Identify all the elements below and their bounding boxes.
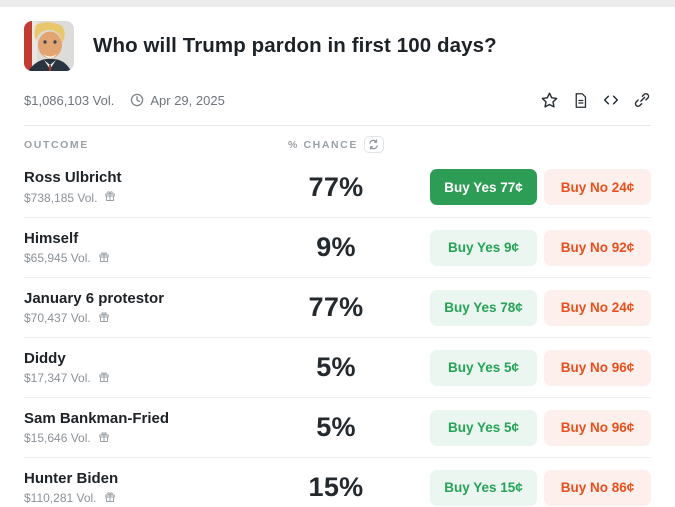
chance-value: 9% [316, 232, 356, 262]
outcome-name: Himself [24, 229, 79, 247]
outcome-name: Diddy [24, 349, 66, 367]
gift-icon [98, 311, 110, 326]
row-actions: Buy Yes 5¢ Buy No 96¢ [416, 349, 651, 386]
buy-yes-button[interactable]: Buy Yes 15¢ [430, 469, 537, 506]
buy-no-button[interactable]: Buy No 86¢ [544, 469, 651, 506]
market-end-date: Apr 29, 2025 [130, 92, 225, 108]
outcome-column-header: OUTCOME [24, 138, 89, 151]
outcome-row: Sam Bankman-Fried $15,646 Vol. 5% Buy Ye… [24, 397, 651, 457]
gift-icon [98, 431, 110, 446]
row-actions: Buy Yes 77¢ Buy No 24¢ [416, 169, 651, 205]
outcome-cell: Sam Bankman-Fried $15,646 Vol. [24, 410, 256, 446]
outcome-row: Ross Ulbricht $738,185 Vol. 77% Buy Yes … [24, 157, 651, 217]
buy-yes-button[interactable]: Buy Yes 77¢ [430, 169, 537, 205]
trump-avatar-image [24, 21, 74, 71]
buy-no-button[interactable]: Buy No 96¢ [544, 409, 651, 446]
market-volume: $1,086,103 Vol. [24, 92, 115, 108]
chance-value: 5% [316, 412, 356, 442]
page-title: Who will Trump pardon in first 100 days? [93, 34, 497, 57]
chance-value: 15% [308, 472, 364, 502]
table-header: OUTCOME % CHANCE [24, 126, 651, 157]
window-top-edge [0, 0, 675, 7]
buy-yes-button[interactable]: Buy Yes 5¢ [430, 409, 537, 446]
chance-value: 5% [316, 352, 356, 382]
row-actions: Buy Yes 5¢ Buy No 96¢ [416, 409, 651, 446]
star-icon[interactable] [540, 91, 559, 110]
clock-icon [130, 93, 144, 107]
outcome-name: Sam Bankman-Fried [24, 409, 170, 427]
buy-yes-button[interactable]: Buy Yes 5¢ [430, 349, 537, 386]
outcome-name: Ross Ulbricht [24, 169, 122, 186]
row-actions: Buy Yes 15¢ Buy No 86¢ [416, 469, 651, 506]
buy-yes-button[interactable]: Buy Yes 78¢ [430, 289, 537, 326]
refresh-icon[interactable] [363, 136, 384, 153]
end-date-label: Apr 29, 2025 [150, 92, 225, 108]
market-actions [540, 91, 651, 110]
outcome-volume: $738,185 Vol. [24, 190, 256, 205]
market-meta: $1,086,103 Vol. Apr 29, 2025 [24, 90, 651, 110]
outcome-row: Diddy $17,347 Vol. 5% Buy Yes 5¢ Buy No … [24, 337, 651, 397]
gift-icon [98, 371, 110, 386]
outcome-volume: $15,646 Vol. [24, 431, 256, 446]
chance-header-label: % CHANCE [288, 138, 358, 151]
outcome-volume: $70,437 Vol. [24, 311, 256, 326]
outcome-name: January 6 protestor [24, 289, 165, 307]
row-actions: Buy Yes 78¢ Buy No 24¢ [416, 289, 651, 326]
outcome-volume-label: $65,945 Vol. [24, 251, 91, 265]
buy-yes-button[interactable]: Buy Yes 9¢ [430, 229, 537, 266]
outcome-name: Hunter Biden [24, 469, 119, 487]
buy-no-button[interactable]: Buy No 96¢ [544, 349, 651, 386]
outcome-volume-label: $17,347 Vol. [24, 371, 91, 385]
outcome-cell: Diddy $17,347 Vol. [24, 350, 256, 386]
document-icon[interactable] [572, 92, 589, 109]
chance-value: 77% [308, 292, 364, 322]
link-icon[interactable] [633, 91, 651, 109]
market-page: Who will Trump pardon in first 100 days?… [0, 21, 675, 507]
gift-icon [98, 251, 110, 266]
outcome-rows: Ross Ulbricht $738,185 Vol. 77% Buy Yes … [24, 157, 651, 507]
outcome-cell: January 6 protestor $70,437 Vol. [24, 290, 256, 326]
outcome-volume-label: $15,646 Vol. [24, 431, 91, 445]
outcome-row: Hunter Biden $110,281 Vol. 15% Buy Yes 1… [24, 457, 651, 507]
outcome-volume: $65,945 Vol. [24, 251, 256, 266]
outcome-volume-label: $70,437 Vol. [24, 311, 91, 325]
outcome-volume: $17,347 Vol. [24, 371, 256, 386]
embed-code-icon[interactable] [602, 91, 620, 109]
market-header: Who will Trump pardon in first 100 days? [24, 21, 651, 71]
outcome-cell: Hunter Biden $110,281 Vol. [24, 470, 256, 506]
outcome-volume-label: $110,281 Vol. [24, 491, 97, 505]
chance-column-header: % CHANCE [256, 136, 416, 153]
row-actions: Buy Yes 9¢ Buy No 92¢ [416, 229, 651, 266]
buy-no-button[interactable]: Buy No 24¢ [544, 169, 651, 205]
chance-value: 77% [308, 171, 364, 202]
outcome-row: Himself $65,945 Vol. 9% Buy Yes 9¢ Buy N… [24, 217, 651, 277]
outcome-volume-label: $738,185 Vol. [24, 190, 98, 205]
outcome-volume: $110,281 Vol. [24, 491, 256, 506]
buy-no-button[interactable]: Buy No 24¢ [544, 289, 651, 326]
gift-icon [104, 491, 116, 506]
outcome-cell: Himself $65,945 Vol. [24, 230, 256, 266]
market-avatar [24, 21, 74, 71]
outcome-cell: Ross Ulbricht $738,185 Vol. [24, 169, 256, 205]
outcome-row: January 6 protestor $70,437 Vol. 77% Buy… [24, 277, 651, 337]
buy-no-button[interactable]: Buy No 92¢ [544, 229, 651, 266]
gift-icon [104, 190, 116, 205]
outcomes-table: OUTCOME % CHANCE Ross Ulbricht $738,185 … [24, 125, 651, 507]
